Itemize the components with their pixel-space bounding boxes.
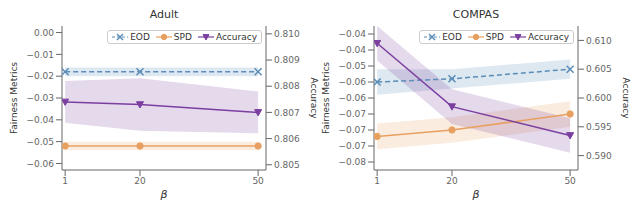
- svg-text:−0.06: −0.06: [26, 159, 54, 169]
- svg-text:50: 50: [252, 176, 264, 186]
- svg-text:20: 20: [134, 176, 146, 186]
- svg-text:0.807: 0.807: [274, 108, 300, 118]
- svg-text:Fairness Metrics: Fairness Metrics: [321, 62, 331, 134]
- html-text:EOD: EOD: [442, 32, 462, 42]
- svg-text:−0.04: −0.04: [26, 115, 54, 125]
- svg-text:Accuracy: Accuracy: [309, 77, 319, 119]
- svg-text:−0.03: −0.03: [26, 93, 54, 103]
- svg-text:0.590: 0.590: [586, 151, 612, 161]
- svg-text:0.806: 0.806: [274, 134, 300, 144]
- svg-text:1: 1: [374, 176, 380, 186]
- svg-text:−0.04: −0.04: [338, 45, 366, 55]
- svg-text:0.810: 0.810: [274, 29, 300, 39]
- svg-text:50: 50: [564, 176, 576, 186]
- svg-text:−0.01: −0.01: [26, 50, 54, 60]
- html-text:SPD: SPD: [173, 32, 192, 42]
- html-text:Accuracy: Accuracy: [215, 32, 257, 42]
- svg-text:0.808: 0.808: [274, 81, 300, 91]
- svg-text:β: β: [471, 188, 479, 200]
- svg-text:−0.02: −0.02: [26, 71, 54, 81]
- svg-text:0.595: 0.595: [586, 122, 612, 132]
- svg-text:1: 1: [62, 176, 68, 186]
- svg-text:0.600: 0.600: [586, 93, 612, 103]
- html-text:Accuracy: Accuracy: [527, 32, 569, 42]
- svg-text:0.610: 0.610: [586, 36, 612, 46]
- html-text:COMPAS: COMPAS: [452, 8, 500, 21]
- svg-text:−0.05: −0.05: [26, 137, 54, 147]
- html-text:Adult: Adult: [149, 8, 179, 21]
- svg-text:−0.04: −0.04: [338, 29, 366, 39]
- svg-text:Fairness Metrics: Fairness Metrics: [9, 62, 19, 134]
- svg-text:0.605: 0.605: [586, 64, 612, 74]
- svg-text:β: β: [159, 188, 167, 200]
- svg-text:−0.07: −0.07: [338, 141, 366, 151]
- svg-text:−0.06: −0.06: [338, 93, 366, 103]
- svg-text:−0.07: −0.07: [338, 125, 366, 135]
- svg-text:Accuracy: Accuracy: [621, 77, 631, 119]
- html-text:SPD: SPD: [485, 32, 504, 42]
- svg-text:−0.06: −0.06: [338, 77, 366, 87]
- svg-text:0.805: 0.805: [274, 160, 300, 170]
- svg-text:−0.08: −0.08: [338, 157, 366, 167]
- svg-text:−0.05: −0.05: [338, 61, 366, 71]
- svg-text:−0.07: −0.07: [338, 109, 366, 119]
- html-text:EOD: EOD: [130, 32, 150, 42]
- svg-text:0.809: 0.809: [274, 55, 300, 65]
- svg-text:20: 20: [446, 176, 458, 186]
- svg-text:0.00: 0.00: [34, 28, 54, 38]
